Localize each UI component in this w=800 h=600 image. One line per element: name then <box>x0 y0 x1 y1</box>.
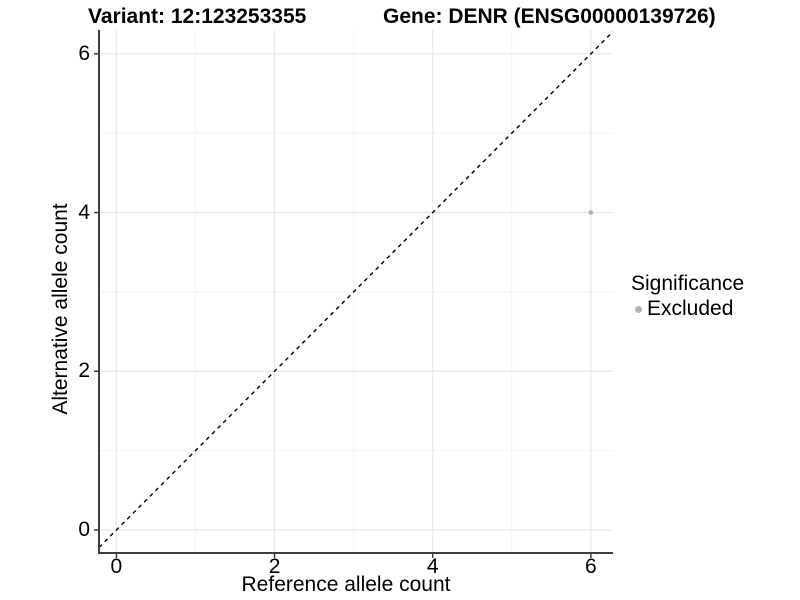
gridlines-major <box>99 30 613 553</box>
gridlines-minor <box>99 30 613 553</box>
y-tick-label: 6 <box>78 41 90 65</box>
legend: Significance Excluded <box>631 272 744 321</box>
legend-item-label: Excluded <box>647 297 734 320</box>
legend-key-dot-icon <box>635 305 642 313</box>
legend-title: Significance <box>631 272 745 295</box>
y-axis-title: Alternative allele count <box>49 203 72 415</box>
identity-dashed-line <box>98 31 614 548</box>
variant-title: Variant: 12:123253355 <box>88 5 307 28</box>
axis-lines <box>98 30 613 554</box>
y-tick-label: 0 <box>78 517 90 541</box>
y-tick-label: 4 <box>78 200 90 224</box>
x-tick-label: 2 <box>268 555 281 578</box>
axis-tick-marks <box>94 53 592 558</box>
y-tick-label: 2 <box>78 359 90 383</box>
data-point <box>588 210 594 215</box>
legend-item-excluded: Excluded <box>631 297 744 321</box>
identity-line <box>98 31 614 548</box>
x-tick-label: 0 <box>110 555 123 578</box>
x-tick-label: 6 <box>585 555 597 578</box>
gene-title: Gene: DENR (ENSG00000139726) <box>383 5 716 28</box>
x-tick-label: 4 <box>426 555 439 578</box>
x-axis-title: Reference allele count <box>241 573 451 596</box>
data-points <box>588 210 594 215</box>
